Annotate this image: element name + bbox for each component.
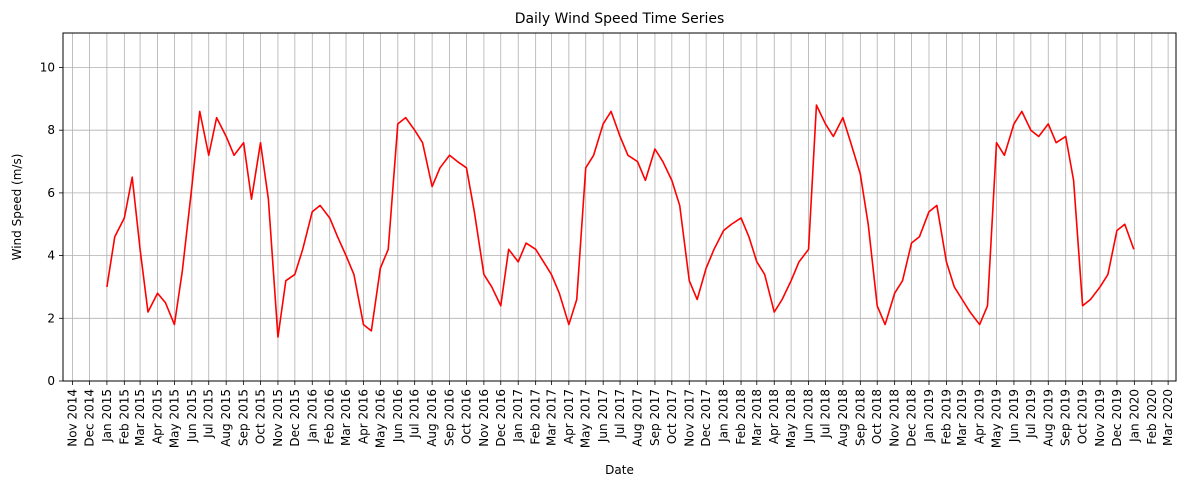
wind-speed-series-line <box>106 104 1135 338</box>
chart-title: Daily Wind Speed Time Series <box>515 11 725 27</box>
x-tick-label: Nov 2018 <box>888 389 902 447</box>
x-tick-label: Sep 2016 <box>443 389 457 446</box>
x-tick-label: Aug 2015 <box>219 389 233 447</box>
x-tick-label: Feb 2019 <box>939 389 953 445</box>
x-tick-label: Nov 2016 <box>477 389 491 447</box>
x-tick-label: Mar 2018 <box>750 389 764 446</box>
x-tick-label: Apr 2019 <box>973 389 987 444</box>
x-tick-label: May 2017 <box>579 389 593 448</box>
x-tick-label: Jul 2018 <box>818 389 832 439</box>
x-tick-label: May 2019 <box>990 389 1004 448</box>
x-tick-label: Dec 2019 <box>1110 389 1124 447</box>
x-axis-title: Date <box>605 463 634 477</box>
x-tick-label: Jun 2017 <box>596 389 610 443</box>
y-tick-label: 10 <box>40 60 55 74</box>
x-tick-label: Jun 2019 <box>1007 389 1021 443</box>
x-tick-label: Nov 2019 <box>1093 389 1107 447</box>
x-tick-label: Jun 2016 <box>391 389 405 443</box>
x-tick-label: Feb 2018 <box>734 389 748 445</box>
x-tick-label: Apr 2017 <box>562 389 576 444</box>
x-tick-label: May 2018 <box>784 389 798 448</box>
x-tick-label: Jan 2020 <box>1127 389 1141 443</box>
x-tick-label: Feb 2020 <box>1145 389 1159 445</box>
y-axis-title: Wind Speed (m/s) <box>10 154 24 261</box>
y-tick-label: 0 <box>47 374 55 388</box>
x-tick-label: Jun 2015 <box>185 389 199 443</box>
plot-frame <box>62 32 1177 382</box>
x-tick-label: Jul 2017 <box>613 389 627 439</box>
x-tick-label: Sep 2017 <box>648 389 662 446</box>
x-tick-label: Mar 2015 <box>133 389 147 446</box>
y-tick-label: 6 <box>47 186 55 200</box>
x-tick-label: Oct 2018 <box>870 389 884 444</box>
x-tick-label: Nov 2015 <box>271 389 285 447</box>
x-tick-label: Nov 2017 <box>682 389 696 447</box>
x-tick-label: Apr 2015 <box>151 389 165 444</box>
x-tick-label: Aug 2016 <box>425 389 439 447</box>
x-tick-label: Oct 2015 <box>254 389 268 444</box>
x-tick-label: Jan 2016 <box>305 389 319 443</box>
x-tick-label: Sep 2019 <box>1059 389 1073 446</box>
axis-ticks: Nov 2014 Dec 2014 Jan 2015 Feb 2015 Mar 2015… <box>40 60 1175 448</box>
x-tick-label: Mar 2017 <box>544 389 558 446</box>
x-tick-label: Aug 2019 <box>1041 389 1055 447</box>
x-tick-label: Dec 2014 <box>82 389 96 447</box>
x-tick-label: Jan 2018 <box>717 389 731 443</box>
y-tick-label: 2 <box>47 311 55 325</box>
x-tick-label: Jan 2015 <box>100 389 114 443</box>
x-tick-label: Aug 2017 <box>631 389 645 447</box>
series-layer <box>106 104 1135 338</box>
x-tick-label: Mar 2019 <box>955 389 969 446</box>
x-tick-label: Mar 2020 <box>1161 389 1175 446</box>
x-tick-label: Jul 2015 <box>202 389 216 439</box>
x-tick-label: May 2016 <box>373 389 387 448</box>
x-tick-label: Apr 2016 <box>356 389 370 444</box>
x-tick-label: Dec 2016 <box>494 389 508 447</box>
x-tick-label: Mar 2016 <box>339 389 353 446</box>
x-tick-label: Sep 2018 <box>853 389 867 446</box>
x-tick-label: Dec 2017 <box>699 389 713 447</box>
x-tick-label: Oct 2017 <box>665 389 679 444</box>
x-tick-label: Feb 2015 <box>117 389 131 445</box>
x-tick-label: Jan 2019 <box>922 389 936 443</box>
grid-lines <box>63 33 1176 382</box>
x-tick-label: Dec 2018 <box>905 389 919 447</box>
x-tick-label: Oct 2019 <box>1076 389 1090 444</box>
x-tick-label: Jul 2016 <box>408 389 422 439</box>
x-tick-label: Sep 2015 <box>237 389 251 446</box>
x-tick-label: Jan 2017 <box>511 389 525 443</box>
x-tick-label: Aug 2018 <box>836 389 850 447</box>
y-tick-label: 4 <box>47 249 55 263</box>
x-tick-label: Dec 2015 <box>288 389 302 447</box>
x-tick-label: Oct 2016 <box>459 389 473 444</box>
x-tick-label: May 2015 <box>167 389 181 448</box>
y-tick-label: 8 <box>47 123 55 137</box>
x-tick-label: Jun 2018 <box>802 389 816 443</box>
x-tick-label: Jul 2019 <box>1024 389 1038 439</box>
x-tick-label: Feb 2017 <box>529 389 543 445</box>
x-tick-label: Nov 2014 <box>66 389 80 447</box>
x-tick-label: Feb 2016 <box>323 389 337 445</box>
x-tick-label: Apr 2018 <box>767 389 781 444</box>
